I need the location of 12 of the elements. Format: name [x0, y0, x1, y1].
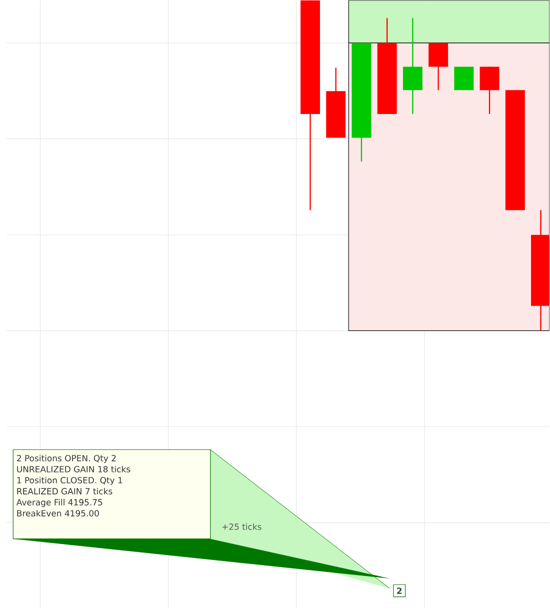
text: Average Fill 4195.75: [16, 498, 102, 508]
text: UNREALIZED GAIN 18 ticks: [17, 466, 130, 472]
text: 2: [397, 588, 402, 594]
candlestick: [403, 18, 423, 115]
text: +25 ticks: [222, 523, 262, 530]
candlestick: [480, 66, 500, 115]
text: BreakEven 4195.00: [17, 510, 100, 516]
candlestick: [454, 66, 474, 91]
text: 1 Position CLOSED. Qty 1: [17, 476, 122, 486]
text: REALIZED GAIN 7 ticks: [17, 488, 112, 494]
candlestick: [428, 42, 448, 91]
text: 2 Positions OPEN. Qty 2: [17, 454, 116, 463]
